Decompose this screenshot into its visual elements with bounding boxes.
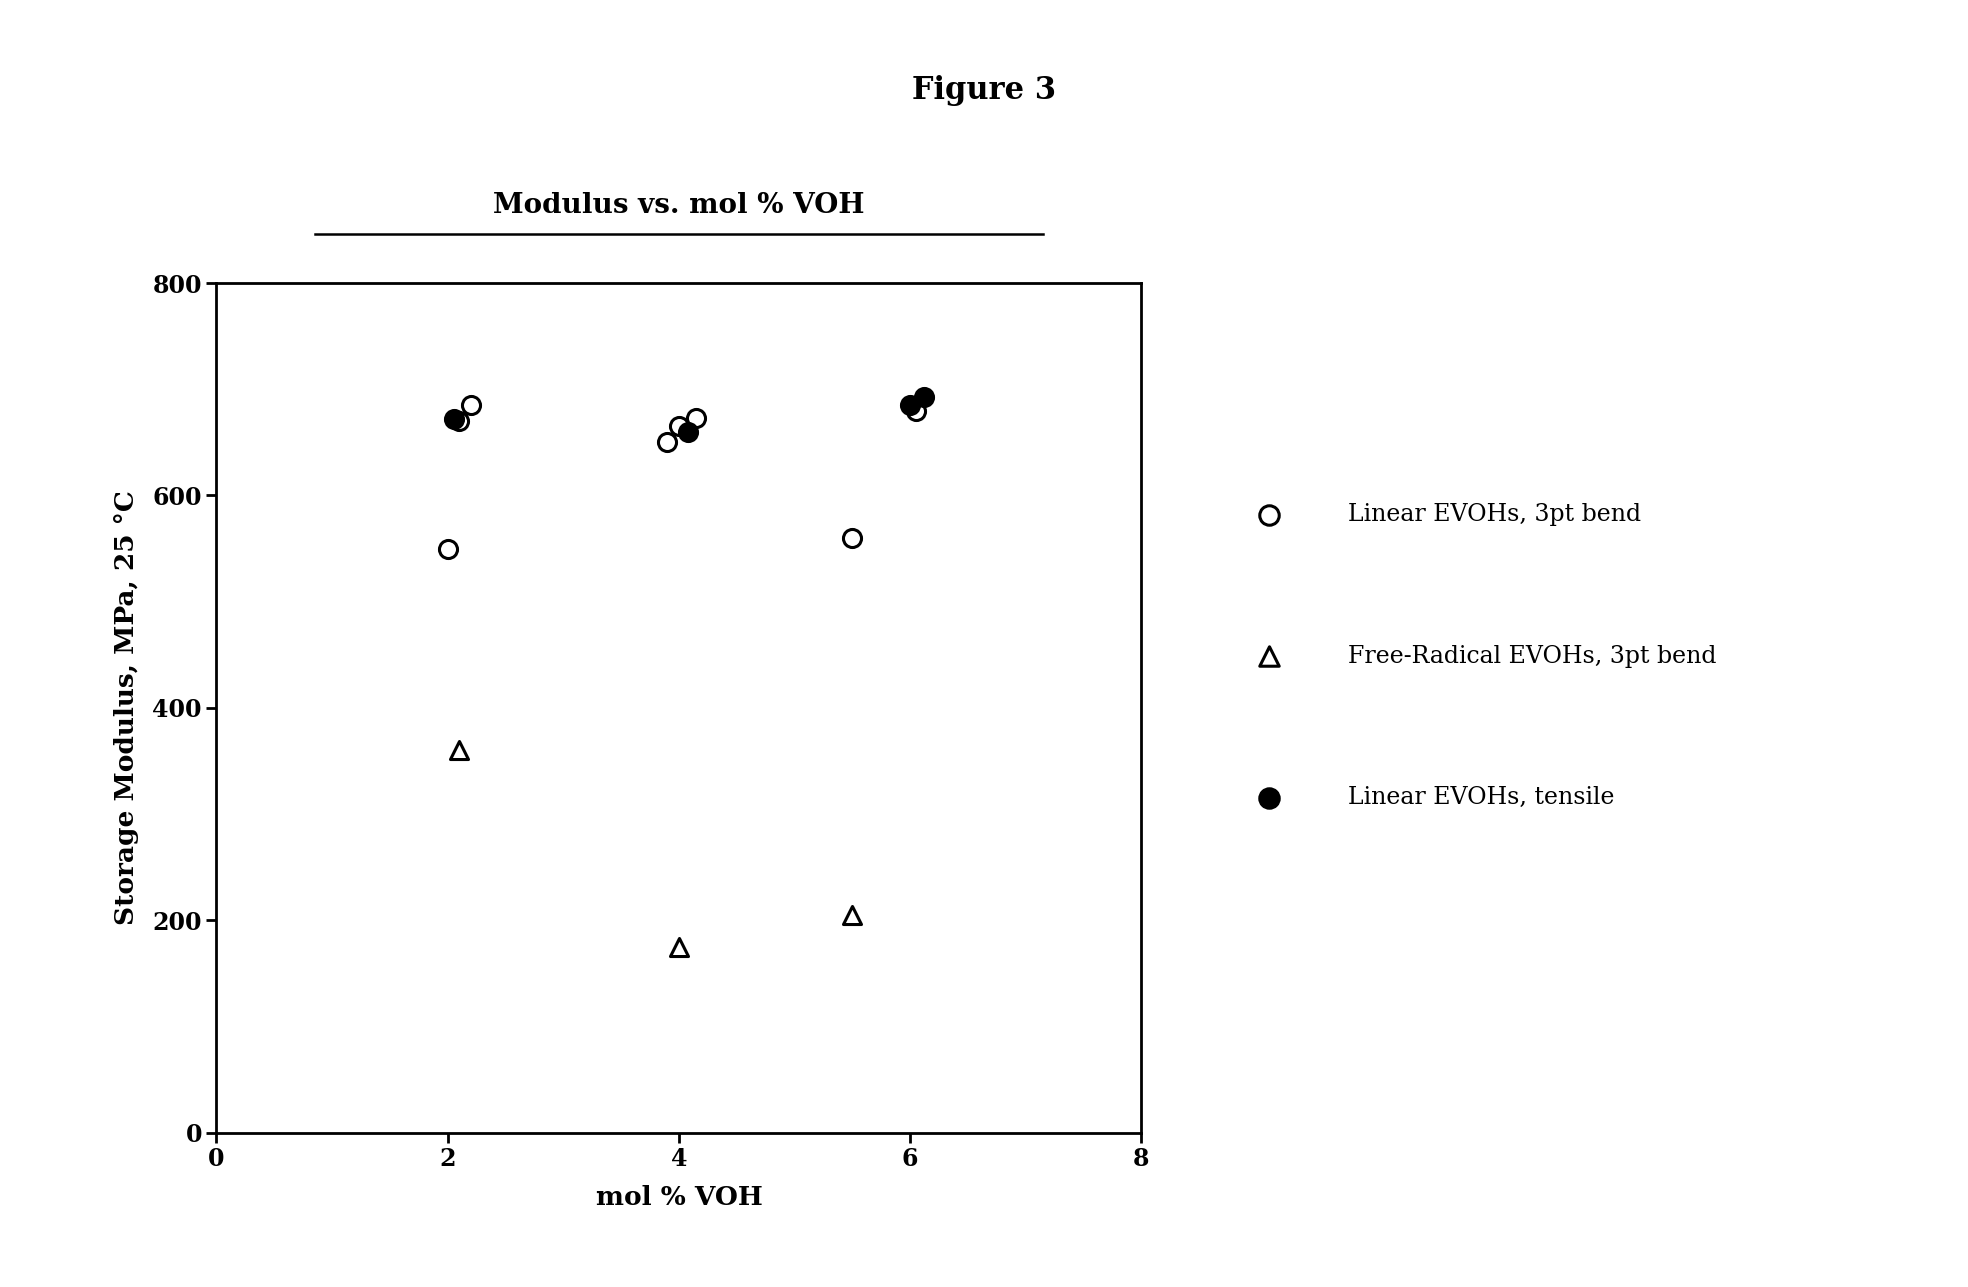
Text: Figure 3: Figure 3: [911, 75, 1057, 106]
Point: [909, 386, 941, 407]
Point: [1254, 646, 1285, 667]
Point: [681, 408, 712, 429]
Text: Linear EVOHs, tensile: Linear EVOHs, tensile: [1348, 786, 1614, 810]
Text: Modulus vs. mol % VOH: Modulus vs. mol % VOH: [494, 193, 864, 219]
X-axis label: mol % VOH: mol % VOH: [596, 1185, 762, 1210]
Text: Free-Radical EVOHs, 3pt bend: Free-Radical EVOHs, 3pt bend: [1348, 645, 1716, 668]
Point: [673, 421, 705, 441]
Point: [443, 740, 474, 761]
Point: [663, 416, 695, 436]
Y-axis label: Storage Modulus, MPa, 25 °C: Storage Modulus, MPa, 25 °C: [114, 490, 138, 925]
Point: [651, 432, 683, 453]
Point: [899, 400, 931, 421]
Point: [836, 528, 868, 548]
Point: [663, 937, 695, 958]
Point: [1254, 505, 1285, 525]
Text: Linear EVOHs, 3pt bend: Linear EVOHs, 3pt bend: [1348, 503, 1641, 526]
Point: [836, 905, 868, 925]
Point: [1254, 788, 1285, 808]
Point: [893, 395, 925, 416]
Point: [431, 538, 464, 559]
Point: [443, 411, 474, 431]
Point: [437, 409, 468, 430]
Point: [455, 395, 486, 416]
